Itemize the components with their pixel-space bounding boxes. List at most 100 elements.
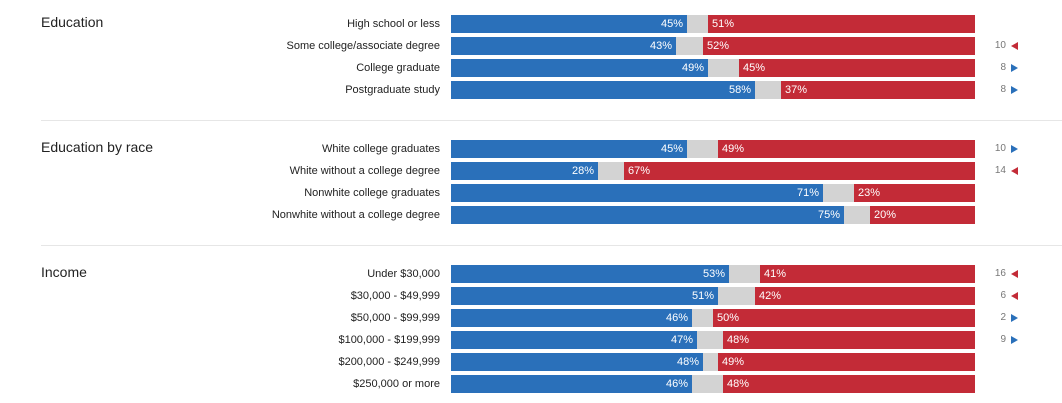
- shift-right-arrow-icon: [1011, 86, 1018, 94]
- dem-bar: [451, 184, 823, 202]
- section-divider: [41, 245, 1062, 246]
- rep-bar: [713, 309, 975, 327]
- rep-value-label: 49%: [722, 356, 745, 368]
- section-title: Education: [41, 14, 104, 30]
- other-bar: [687, 15, 708, 33]
- row-label: $30,000 - $49,999: [350, 290, 440, 302]
- other-bar: [823, 184, 854, 202]
- dem-value-label: 53%: [702, 268, 725, 280]
- dem-value-label: 43%: [649, 40, 672, 52]
- other-bar: [703, 353, 718, 371]
- rep-value-label: 41%: [764, 268, 787, 280]
- chart-row: $50,000 - $99,999 46% 50% 2: [0, 309, 1062, 327]
- rep-value-label: 20%: [874, 209, 897, 221]
- dem-value-label: 49%: [681, 62, 704, 74]
- row-label: High school or less: [347, 18, 440, 30]
- rep-value-label: 45%: [743, 62, 766, 74]
- other-bar: [844, 206, 870, 224]
- dem-bar: [451, 375, 692, 393]
- rep-value-label: 23%: [858, 187, 881, 199]
- row-label: Under $30,000: [367, 268, 440, 280]
- chart-row: $200,000 - $249,999 48% 49%: [0, 353, 1062, 371]
- rep-bar: [755, 287, 975, 305]
- dem-value-label: 46%: [665, 378, 688, 390]
- rep-value-label: 49%: [722, 143, 745, 155]
- rep-value-label: 42%: [759, 290, 782, 302]
- other-bar: [697, 331, 723, 349]
- dem-bar: [451, 15, 687, 33]
- rep-value-label: 52%: [707, 40, 730, 52]
- dem-bar: [451, 265, 729, 283]
- section-title: Income: [41, 264, 87, 280]
- dem-bar: [451, 353, 703, 371]
- rep-bar: [781, 81, 975, 99]
- rep-bar: [718, 353, 975, 371]
- shift-right-arrow-icon: [1011, 314, 1018, 322]
- dem-bar: [451, 309, 692, 327]
- rep-bar: [739, 59, 975, 77]
- shift-left-arrow-icon: [1011, 270, 1018, 278]
- row-label: $200,000 - $249,999: [338, 356, 440, 368]
- rep-value-label: 50%: [717, 312, 740, 324]
- section-divider: [41, 120, 1062, 121]
- shift-right-arrow-icon: [1011, 145, 1018, 153]
- row-label: College graduate: [356, 62, 440, 74]
- chart-row: College graduate 49% 45% 8: [0, 59, 1062, 77]
- rep-bar: [723, 331, 975, 349]
- dem-value-label: 51%: [691, 290, 714, 302]
- shift-right-arrow-icon: [1011, 64, 1018, 72]
- dem-bar: [451, 331, 697, 349]
- shift-value: 2: [1000, 312, 1006, 323]
- row-label: Postgraduate study: [345, 84, 440, 96]
- dem-value-label: 58%: [728, 84, 751, 96]
- chart-row: White college graduates 45% 49% 10: [0, 140, 1062, 158]
- row-label: Some college/associate degree: [286, 40, 440, 52]
- rep-bar: [708, 15, 975, 33]
- rep-bar: [723, 375, 975, 393]
- shift-value: 16: [994, 268, 1006, 279]
- shift-value: 10: [994, 143, 1006, 154]
- dem-bar: [451, 140, 687, 158]
- dem-bar: [451, 37, 676, 55]
- rep-value-label: 51%: [712, 18, 735, 30]
- row-label: White college graduates: [321, 143, 440, 155]
- shift-value: 8: [1000, 62, 1006, 73]
- chart-row: $100,000 - $199,999 47% 48% 9: [0, 331, 1062, 349]
- shift-value: 10: [994, 40, 1006, 51]
- dem-value-label: 45%: [660, 143, 683, 155]
- section-title: Education by race: [41, 139, 154, 155]
- dem-value-label: 75%: [817, 209, 840, 221]
- row-label: $250,000 or more: [353, 378, 440, 390]
- rep-bar: [854, 184, 975, 202]
- chart-row: $30,000 - $49,999 51% 42% 6: [0, 287, 1062, 305]
- dem-bar: [451, 59, 708, 77]
- chart-row: Under $30,000 53% 41% 16: [0, 265, 1062, 283]
- dem-value-label: 48%: [676, 356, 699, 368]
- shift-value: 6: [1000, 290, 1006, 301]
- dem-value-label: 47%: [670, 334, 693, 346]
- row-label: $50,000 - $99,999: [350, 312, 440, 324]
- chart-row: High school or less 45% 51%: [0, 15, 1062, 33]
- rep-value-label: 67%: [628, 165, 651, 177]
- other-bar: [708, 59, 739, 77]
- chart-row: Nonwhite without a college degree 75% 20%: [0, 206, 1062, 224]
- shift-value: 14: [994, 165, 1006, 176]
- row-label: Nonwhite without a college degree: [271, 209, 440, 221]
- rep-bar: [624, 162, 975, 180]
- row-label: White without a college degree: [289, 165, 440, 177]
- shift-right-arrow-icon: [1011, 336, 1018, 344]
- other-bar: [676, 37, 703, 55]
- chart-row: Postgraduate study 58% 37% 8: [0, 81, 1062, 99]
- other-bar: [598, 162, 624, 180]
- row-label: Nonwhite college graduates: [304, 187, 440, 199]
- shift-left-arrow-icon: [1011, 292, 1018, 300]
- other-bar: [718, 287, 755, 305]
- dem-value-label: 45%: [660, 18, 683, 30]
- other-bar: [692, 309, 713, 327]
- shift-value: 8: [1000, 84, 1006, 95]
- dem-bar: [451, 162, 598, 180]
- dem-value-label: 46%: [665, 312, 688, 324]
- rep-bar: [870, 206, 975, 224]
- rep-bar: [703, 37, 975, 55]
